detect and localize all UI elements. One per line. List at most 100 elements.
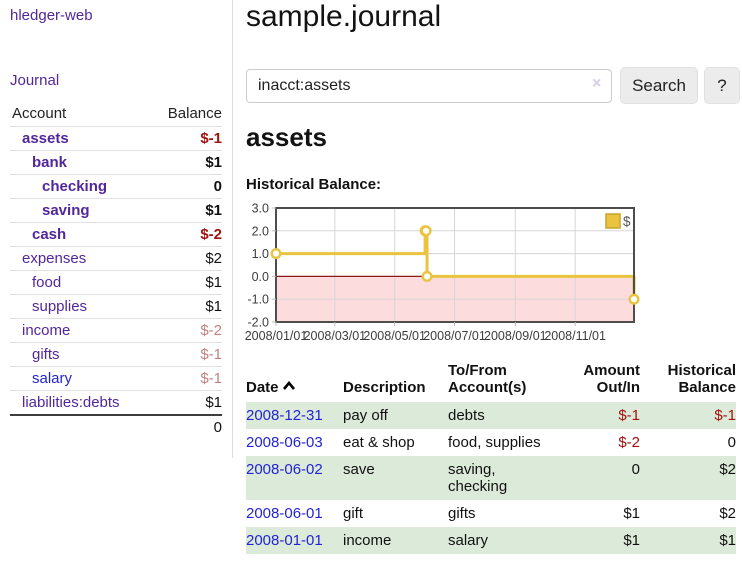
transaction-date-link[interactable]: 2008-06-02 xyxy=(246,461,323,478)
description-cell: save xyxy=(343,461,375,478)
account-row: liabilities:debts $1 xyxy=(10,390,222,416)
data-point-marker xyxy=(421,270,433,282)
sidebar-divider xyxy=(232,0,233,458)
register-row: 2008-12-31 pay off debts $-1 $-1 xyxy=(246,402,736,429)
historical-balance-chart: 3.0 2.0 1.0 0.0 -1.0 -2.02008/01/012008/03/01… xyxy=(245,202,640,343)
app-title-link[interactable]: hledger-web xyxy=(10,7,93,24)
account-balance: $-1 xyxy=(200,346,222,363)
account-row: salary $-1 xyxy=(10,366,222,391)
account-row: checking 0 xyxy=(10,174,222,199)
x-axis-tick-label: 2008/01/01 xyxy=(245,329,308,343)
account-link[interactable]: income xyxy=(22,322,71,339)
register-table: Date Description To/From Account(s) Amount … xyxy=(246,360,736,554)
account-balance: $-2 xyxy=(200,322,222,339)
x-axis-tick-label: 2008/09/01 xyxy=(484,329,547,343)
account-link[interactable]: salary xyxy=(32,370,73,387)
accounts-header-row: Account Balance xyxy=(10,102,222,127)
transaction-date-cell: 2008-06-03 xyxy=(246,429,343,456)
search-button[interactable]: Search xyxy=(620,67,698,104)
y-axis-tick-label: -1.0 xyxy=(247,293,269,307)
balance-cell: $1 xyxy=(719,532,736,549)
register-header-row: Date Description To/From Account(s) Amount … xyxy=(246,360,736,402)
y-axis-tick-label: -2.0 xyxy=(247,316,269,330)
account-balance: $1 xyxy=(205,274,222,291)
register-header-date[interactable]: Date xyxy=(246,360,343,402)
account-row: gifts $-1 xyxy=(10,342,222,367)
account-link[interactable]: supplies xyxy=(32,298,88,315)
x-axis-tick-label: 2008/07/01 xyxy=(423,329,486,343)
help-button[interactable]: ? xyxy=(704,67,740,104)
transaction-date-link[interactable]: 2008-01-01 xyxy=(246,532,323,549)
account-heading: assets xyxy=(246,122,327,152)
account-link[interactable]: food xyxy=(32,274,62,291)
accounts-header-balance: Balance xyxy=(167,105,222,122)
description-cell: pay off xyxy=(343,407,388,424)
amount-cell: $-1 xyxy=(618,407,640,424)
account-link[interactable]: expenses xyxy=(22,250,87,267)
accounts-cell: gifts xyxy=(448,505,476,522)
balance-cell: $-1 xyxy=(714,407,736,424)
transaction-date-link[interactable]: 2008-06-01 xyxy=(246,505,323,522)
x-axis-tick-label: 2008/03/01 xyxy=(304,329,367,343)
account-balance: $2 xyxy=(205,250,222,267)
account-row: expenses $2 xyxy=(10,246,222,271)
accounts-total-balance: 0 xyxy=(213,419,222,436)
transaction-date-cell: 2008-01-01 xyxy=(246,527,343,554)
account-link[interactable]: checking xyxy=(42,178,108,195)
account-link[interactable]: cash xyxy=(32,226,67,243)
legend-label: $ xyxy=(623,214,631,229)
accounts-cell: saving, checking xyxy=(448,461,508,495)
account-link[interactable]: saving xyxy=(42,202,90,219)
transaction-date-cell: 2008-06-01 xyxy=(246,500,343,527)
data-point-marker xyxy=(420,225,432,237)
account-balance: $1 xyxy=(205,298,222,315)
account-balance: $-1 xyxy=(200,130,222,147)
register-row: 2008-06-01 gift gifts $1 $2 xyxy=(246,500,736,527)
description-cell: gift xyxy=(343,505,364,522)
account-row: cash $-2 xyxy=(10,222,222,247)
account-link[interactable]: assets xyxy=(22,130,69,147)
y-axis-tick-label: 2.0 xyxy=(252,224,269,238)
account-balance: 0 xyxy=(213,178,222,195)
description-cell: eat & shop xyxy=(343,434,415,451)
account-row: food $1 xyxy=(10,270,222,295)
transaction-date-link[interactable]: 2008-12-31 xyxy=(246,407,323,424)
x-axis-tick-label: 2008/11/01 xyxy=(544,329,606,343)
accounts-cell: food, supplies xyxy=(448,434,541,451)
register-header-balance: Historical Balance xyxy=(667,362,736,396)
page-title: sample.journal xyxy=(246,0,442,33)
balance-cell: 0 xyxy=(727,434,736,451)
balance-cell: $2 xyxy=(719,505,736,522)
data-point-marker xyxy=(270,248,282,260)
account-balance: $1 xyxy=(205,202,222,219)
account-row: assets $-1 xyxy=(10,126,222,151)
accounts-cell: debts xyxy=(448,407,485,424)
register-row: 2008-01-01 income salary $1 $1 xyxy=(246,527,736,554)
account-link[interactable]: gifts xyxy=(32,346,60,363)
account-balance: $-2 xyxy=(200,226,222,243)
accounts-header-account: Account xyxy=(12,105,67,122)
account-link[interactable]: liabilities:debts xyxy=(22,394,120,411)
accounts-total-row: 0 xyxy=(10,415,222,439)
clear-search-icon[interactable]: × xyxy=(592,75,602,92)
transaction-date-cell: 2008-12-31 xyxy=(246,402,343,429)
register-row: 2008-06-03 eat & shop food, supplies $-2 0 xyxy=(246,429,736,456)
balance-cell: $2 xyxy=(719,461,736,478)
sort-ascending-icon xyxy=(282,380,295,390)
register-header-amount: Amount Out/In xyxy=(583,362,640,396)
data-point-marker xyxy=(628,293,640,305)
account-row: bank $1 xyxy=(10,150,222,175)
account-link[interactable]: bank xyxy=(32,154,68,171)
account-row: supplies $1 xyxy=(10,294,222,319)
accounts-balance-table: Account Balance assets $-1 bank $1 checking 0… xyxy=(10,102,222,439)
sidebar-item-journal[interactable]: Journal xyxy=(10,72,60,89)
amount-cell: $1 xyxy=(623,505,640,522)
description-cell: income xyxy=(343,532,392,549)
account-balance: $1 xyxy=(205,394,222,411)
search-input[interactable] xyxy=(246,69,612,103)
account-balance: $1 xyxy=(205,154,222,171)
amount-cell: 0 xyxy=(631,461,640,478)
transaction-date-link[interactable]: 2008-06-03 xyxy=(246,434,323,451)
accounts-cell: salary xyxy=(448,532,489,549)
